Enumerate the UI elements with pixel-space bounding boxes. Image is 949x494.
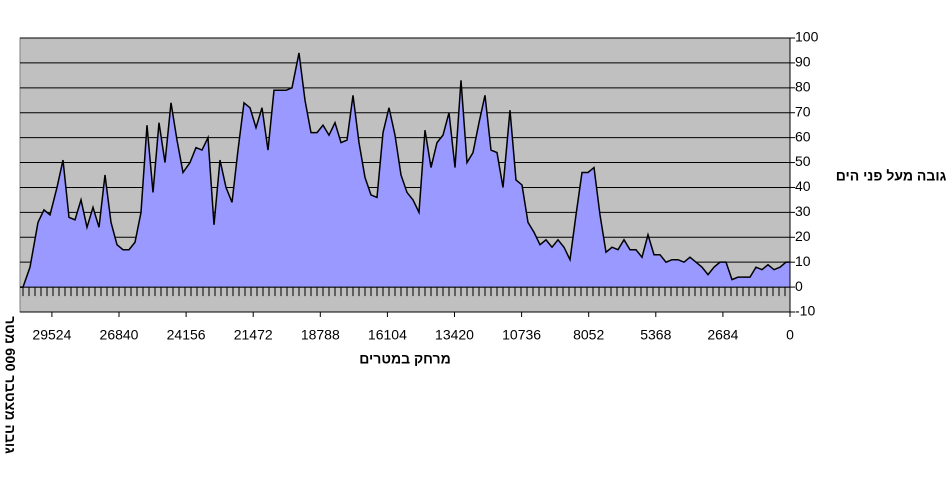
x-tick-label: 0	[786, 327, 794, 343]
x-tick-label: 5368	[640, 327, 671, 343]
x-axis-title: מרחק במטרים	[359, 351, 451, 367]
y-tick-label: 20	[795, 228, 811, 244]
y-tick-label: -10	[795, 303, 815, 319]
x-tick-label: 8052	[573, 327, 604, 343]
x-tick-label: 29524	[32, 327, 71, 343]
area-line	[20, 52, 790, 288]
y-tick-label: 60	[795, 128, 811, 144]
area	[20, 52, 790, 288]
x-tick-label: 10736	[502, 327, 541, 343]
side-title: גובה מצטבר 600 מטר	[2, 316, 18, 454]
x-tick-label: 26840	[100, 327, 139, 343]
category-ticks	[20, 287, 790, 297]
y-tick-label: 30	[795, 203, 811, 219]
x-tick-label: 2684	[707, 327, 738, 343]
x-tick-label: 18788	[301, 327, 340, 343]
y-tick-label: 100	[795, 29, 819, 45]
y-tick-label: 10	[795, 253, 811, 269]
y-tick-label: 40	[795, 178, 811, 194]
y-tick-label: 50	[795, 153, 811, 169]
x-tick-label: 16104	[368, 327, 407, 343]
y-axis-title: גובה מעל פני הים	[836, 168, 947, 184]
x-tick-label: 24156	[167, 327, 206, 343]
x-tick-label: 13420	[435, 327, 474, 343]
y-tick-label: 0	[795, 278, 803, 294]
y-tick-label: 80	[795, 79, 811, 95]
x-tick-label: 21472	[234, 327, 273, 343]
y-tick-label: 90	[795, 54, 811, 70]
y-tick-label: 70	[795, 103, 811, 119]
